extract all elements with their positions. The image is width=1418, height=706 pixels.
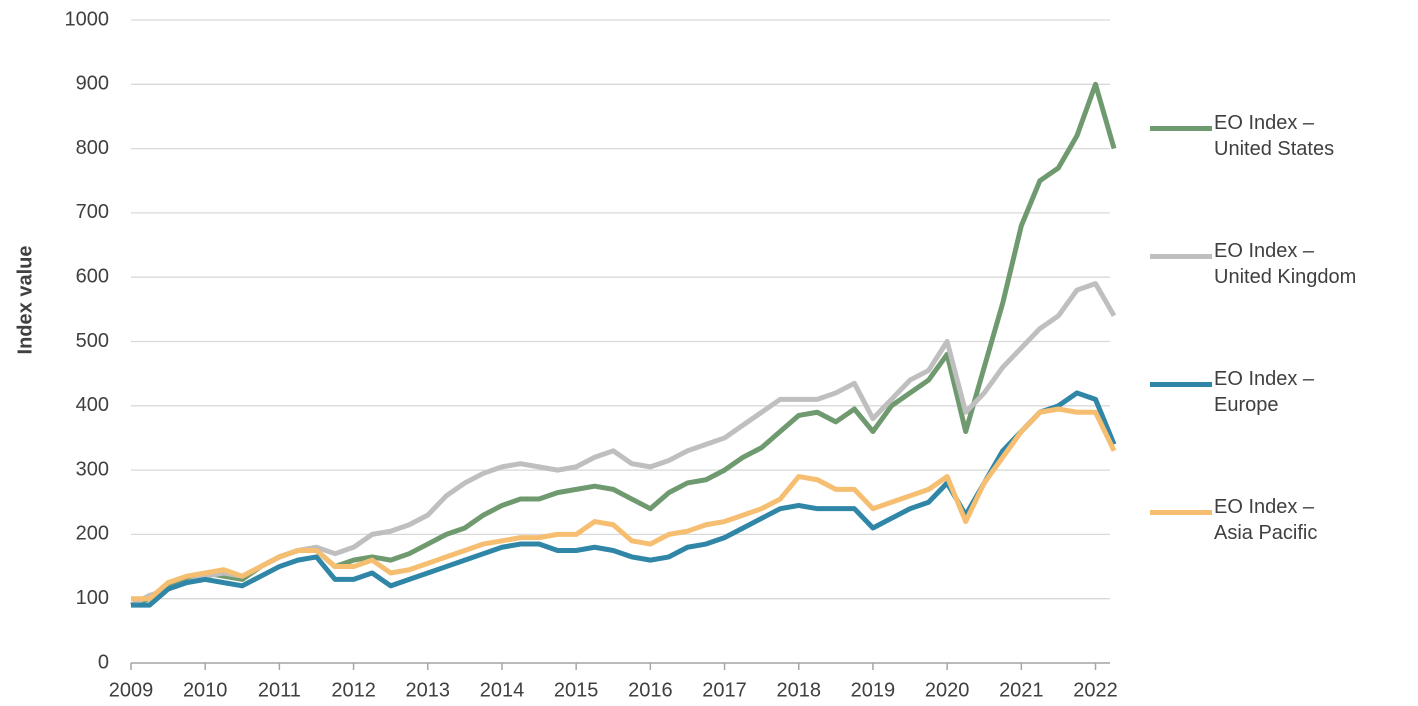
legend-item: EO Index – United States <box>1150 110 1334 162</box>
x-tick-label: 2012 <box>331 679 376 701</box>
y-tick-label: 200 <box>76 523 109 545</box>
y-tick-label: 600 <box>76 265 109 287</box>
legend-swatch <box>1150 126 1212 131</box>
y-tick-label: 300 <box>76 458 109 480</box>
legend-label: EO Index – Asia Pacific <box>1214 496 1318 544</box>
x-tick-label: 2018 <box>776 679 821 701</box>
legend-item: EO Index – Europe <box>1150 366 1314 418</box>
legend-swatch <box>1150 254 1212 259</box>
x-tick-label: 2022 <box>1073 679 1118 701</box>
x-tick-label: 2014 <box>480 679 525 701</box>
legend-label: EO Index – United States <box>1214 112 1335 160</box>
y-tick-label: 1000 <box>65 8 110 30</box>
series-line <box>130 81 1117 608</box>
x-tick-label: 2020 <box>925 679 970 701</box>
x-tick-label: 2019 <box>851 679 896 701</box>
y-tick-label: 0 <box>98 651 109 673</box>
y-tick-label: 100 <box>76 587 109 609</box>
x-tick-label: 2021 <box>999 679 1044 701</box>
legend-label: EO Index – United Kingdom <box>1214 240 1357 288</box>
x-tick-label: 2011 <box>258 679 301 701</box>
x-tick-label: 2013 <box>406 679 451 701</box>
x-tick-label: 2010 <box>183 679 228 701</box>
series-line <box>131 406 1117 602</box>
y-tick-label: 500 <box>76 330 109 352</box>
legend: EO Index – United States EO Index – Unite… <box>1150 0 1418 706</box>
y-tick-label: 900 <box>76 73 109 95</box>
y-axis-label: Index value <box>14 246 36 355</box>
legend-item: EO Index – United Kingdom <box>1150 238 1356 290</box>
x-tick-label: 2015 <box>554 679 599 701</box>
legend-swatch <box>1150 510 1212 515</box>
legend-swatch <box>1150 382 1212 387</box>
x-tick-label: 2016 <box>628 679 673 701</box>
y-tick-label: 800 <box>76 137 109 159</box>
x-tick-label: 2017 <box>702 679 747 701</box>
legend-item: EO Index – Asia Pacific <box>1150 494 1317 546</box>
y-tick-label: 700 <box>76 201 109 223</box>
legend-label: EO Index – Europe <box>1214 368 1315 416</box>
x-tick-label: 2009 <box>109 679 154 701</box>
y-tick-label: 400 <box>76 394 109 416</box>
